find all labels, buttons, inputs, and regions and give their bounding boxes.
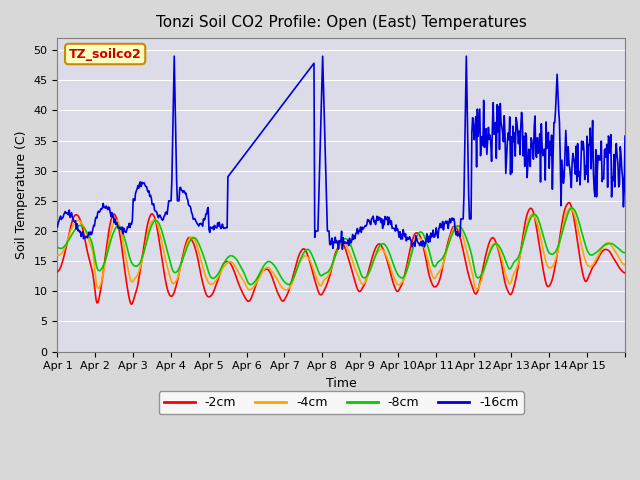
Legend: -2cm, -4cm, -8cm, -16cm: -2cm, -4cm, -8cm, -16cm: [159, 391, 524, 414]
Text: TZ_soilco2: TZ_soilco2: [68, 48, 141, 60]
Title: Tonzi Soil CO2 Profile: Open (East) Temperatures: Tonzi Soil CO2 Profile: Open (East) Temp…: [156, 15, 527, 30]
X-axis label: Time: Time: [326, 377, 356, 390]
Y-axis label: Soil Temperature (C): Soil Temperature (C): [15, 131, 28, 259]
